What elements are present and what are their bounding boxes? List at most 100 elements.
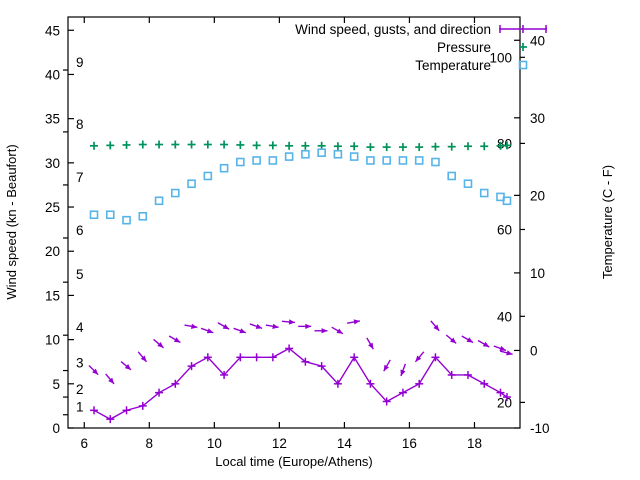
temperature-point (89, 210, 99, 220)
temperature-point (447, 171, 457, 181)
x-axis-ticks: 6 8 10 12 14 16 18 (81, 17, 482, 451)
arrow-head (255, 323, 263, 329)
x-tick-label: 10 (207, 436, 222, 451)
wind-direction-arrow (184, 323, 198, 329)
arrow-head (415, 355, 422, 362)
temperature-point (105, 210, 115, 220)
x-tick-label: 12 (272, 436, 287, 451)
beaufort-label: 7 (76, 170, 84, 185)
arrow-head (499, 345, 506, 351)
wind-direction-arrow (414, 351, 425, 363)
wind-direction-arrow (346, 319, 361, 325)
temperature-point (138, 211, 148, 221)
arrow-head (336, 328, 343, 334)
arrow-head (222, 324, 230, 330)
x-tick-label: 16 (402, 436, 417, 451)
temperature-point (502, 196, 512, 206)
y2-tick-label: 40 (530, 33, 545, 48)
y2-tick-label: -10 (530, 421, 550, 436)
temperature-point (219, 163, 229, 173)
temperature-point (398, 156, 408, 165)
y-tick-label: 40 (45, 67, 60, 82)
arrow-head (191, 323, 198, 329)
beaufort-label: 1 (76, 400, 84, 415)
wind-direction-arrow (281, 319, 296, 325)
wind-direction-arrow (331, 326, 344, 335)
y-tick-label: 15 (45, 288, 60, 303)
wind-direction-arrow (499, 350, 513, 356)
plot-frame (67, 16, 521, 429)
y-tick-label: 20 (45, 244, 60, 259)
temperature-point (382, 156, 391, 165)
wind-direction-arrow (88, 364, 99, 376)
temperature-point (414, 156, 424, 165)
wind-direction-arrow (314, 328, 328, 334)
y-tick-label: 25 (45, 200, 60, 215)
legend-label: Temperature (415, 58, 491, 73)
y-axis-label: Wind speed (kn - Beaufort) (4, 144, 19, 299)
pressure-series (90, 140, 511, 152)
chart-legend: Wind speed, gusts, and direction Pressure… (295, 22, 547, 73)
arrow-head (173, 337, 181, 343)
arrow-head (506, 350, 513, 356)
temperature-point (317, 148, 326, 158)
beaufort-label: 6 (76, 223, 84, 238)
temperature-point (463, 179, 473, 189)
legend-label: Wind speed, gusts, and direction (295, 22, 491, 37)
fahrenheit-label: 80 (497, 136, 512, 151)
temperature-point (236, 157, 245, 167)
arrow-head (108, 377, 115, 384)
wind-direction-arrow (383, 359, 391, 372)
arrow-head (92, 368, 99, 375)
y-axis-ticks: 0 5 10 15 20 25 30 35 40 45 (45, 23, 74, 436)
arrow-head (466, 337, 474, 343)
wind-direction-arrow (445, 334, 457, 344)
fahrenheit-label: 100 (489, 50, 512, 65)
x-tick-label: 14 (337, 436, 353, 451)
fahrenheit-scale-labels: 20 40 60 80 100 (489, 50, 525, 410)
temperature-point (187, 179, 196, 189)
arrow-head (482, 341, 490, 347)
wind-direction-arrow (366, 337, 374, 350)
temperature-point (366, 156, 375, 165)
temperature-point (349, 152, 359, 161)
arrow-head (288, 319, 295, 325)
wind-direction-arrow (120, 360, 132, 371)
wind-direction-arrow (217, 322, 230, 330)
y2-axis-ticks: -10 0 10 20 30 40 (514, 33, 550, 436)
arrow-head (400, 369, 406, 377)
wind-direction-arrow (105, 373, 115, 385)
arrow-head (368, 342, 374, 350)
arrow-head (449, 337, 457, 344)
wind-direction-arrow (233, 327, 247, 334)
temperature-series (89, 148, 512, 225)
arrow-head (383, 364, 390, 372)
y2-tick-label: 0 (530, 343, 538, 358)
wind-direction-arrow (153, 338, 164, 349)
wind-direction-arrow (298, 323, 312, 330)
temperature-point (171, 188, 180, 198)
arrow-head (433, 324, 440, 331)
fahrenheit-label: 20 (497, 395, 512, 410)
wind-direction-arrow (137, 351, 148, 363)
temperature-point (333, 149, 343, 159)
y2-tick-label: 20 (530, 188, 545, 203)
temperature-point (203, 171, 213, 181)
wind-direction-arrow (461, 335, 474, 344)
x-tick-label: 6 (81, 436, 89, 451)
temperature-point (154, 196, 164, 206)
arrow-head (140, 355, 147, 362)
temperature-point (284, 152, 294, 161)
arrow-head (157, 341, 164, 348)
arrow-head (206, 328, 214, 334)
arrow-head (272, 323, 279, 329)
wind-direction-arrow (477, 339, 490, 348)
temperature-point (301, 149, 310, 159)
wind-direction-arrow (200, 327, 214, 334)
temperature-point (252, 156, 261, 165)
arrow-head (305, 323, 312, 330)
beaufort-label: 5 (76, 267, 84, 282)
